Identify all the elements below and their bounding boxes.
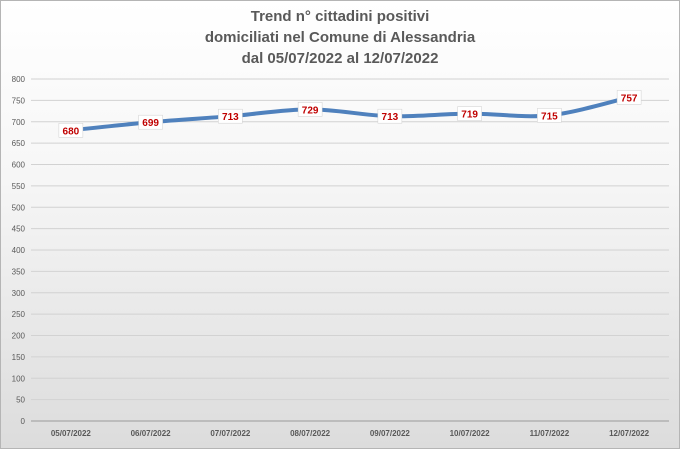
data-label-box xyxy=(457,106,482,121)
x-tick-label: 09/07/2022 xyxy=(370,429,411,438)
data-label: 699 xyxy=(142,118,159,129)
data-label: 713 xyxy=(382,112,399,123)
y-tick-label: 300 xyxy=(12,289,26,298)
data-label: 680 xyxy=(63,126,80,137)
y-tick-label: 100 xyxy=(12,374,26,383)
y-tick-label: 500 xyxy=(12,203,26,212)
y-tick-label: 750 xyxy=(12,96,26,105)
y-tick-label: 600 xyxy=(12,161,26,170)
data-label-box xyxy=(377,108,403,124)
data-label: 729 xyxy=(302,105,319,116)
data-label-box xyxy=(537,108,562,123)
data-label: 757 xyxy=(621,93,638,104)
x-tick-label: 10/07/2022 xyxy=(450,429,491,438)
chart-title-line-3: dal 05/07/2022 al 12/07/2022 xyxy=(241,50,439,67)
y-tick-label: 250 xyxy=(12,310,26,319)
y-tick-label: 550 xyxy=(12,182,26,191)
y-tick-label: 400 xyxy=(12,246,26,255)
x-tick-label: 12/07/2022 xyxy=(609,429,650,438)
y-tick-label: 700 xyxy=(12,118,26,127)
y-tick-label: 0 xyxy=(21,417,26,426)
y-tick-label: 150 xyxy=(12,353,26,362)
data-label-box xyxy=(58,123,84,138)
chart-title-line-1: Trend n° cittadini positivi xyxy=(250,8,430,25)
x-tick-label: 11/07/2022 xyxy=(530,429,570,438)
data-label-box xyxy=(616,90,642,105)
data-label-box xyxy=(297,102,323,117)
data-label: 715 xyxy=(541,111,558,122)
y-tick-label: 650 xyxy=(12,139,26,148)
y-tick-label: 800 xyxy=(12,75,26,84)
x-tick-label: 05/07/2022 xyxy=(51,429,92,438)
x-tick-label: 08/07/2022 xyxy=(290,429,331,438)
data-label-box xyxy=(138,114,163,130)
data-label: 719 xyxy=(461,110,478,121)
y-tick-label: 50 xyxy=(16,396,25,405)
x-tick-label: 07/07/2022 xyxy=(210,429,251,438)
x-tick-label: 06/07/2022 xyxy=(131,429,172,438)
data-label: 713 xyxy=(222,112,239,123)
chart-title-line-2: domiciliati nel Comune di Alessandria xyxy=(204,29,476,46)
y-tick-label: 350 xyxy=(12,267,26,276)
data-label-box xyxy=(218,108,243,124)
y-tick-label: 200 xyxy=(12,332,26,341)
y-tick-label: 450 xyxy=(12,225,26,234)
